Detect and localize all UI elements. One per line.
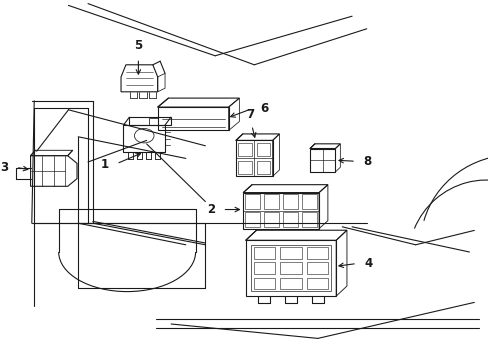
Text: 8: 8 xyxy=(363,155,371,168)
Text: 5: 5 xyxy=(134,39,142,52)
Text: 4: 4 xyxy=(364,257,372,270)
Text: 6: 6 xyxy=(260,102,268,115)
Text: 2: 2 xyxy=(206,203,215,216)
Text: 7: 7 xyxy=(246,108,254,121)
Text: 1: 1 xyxy=(100,158,108,171)
Text: 3: 3 xyxy=(0,161,9,174)
